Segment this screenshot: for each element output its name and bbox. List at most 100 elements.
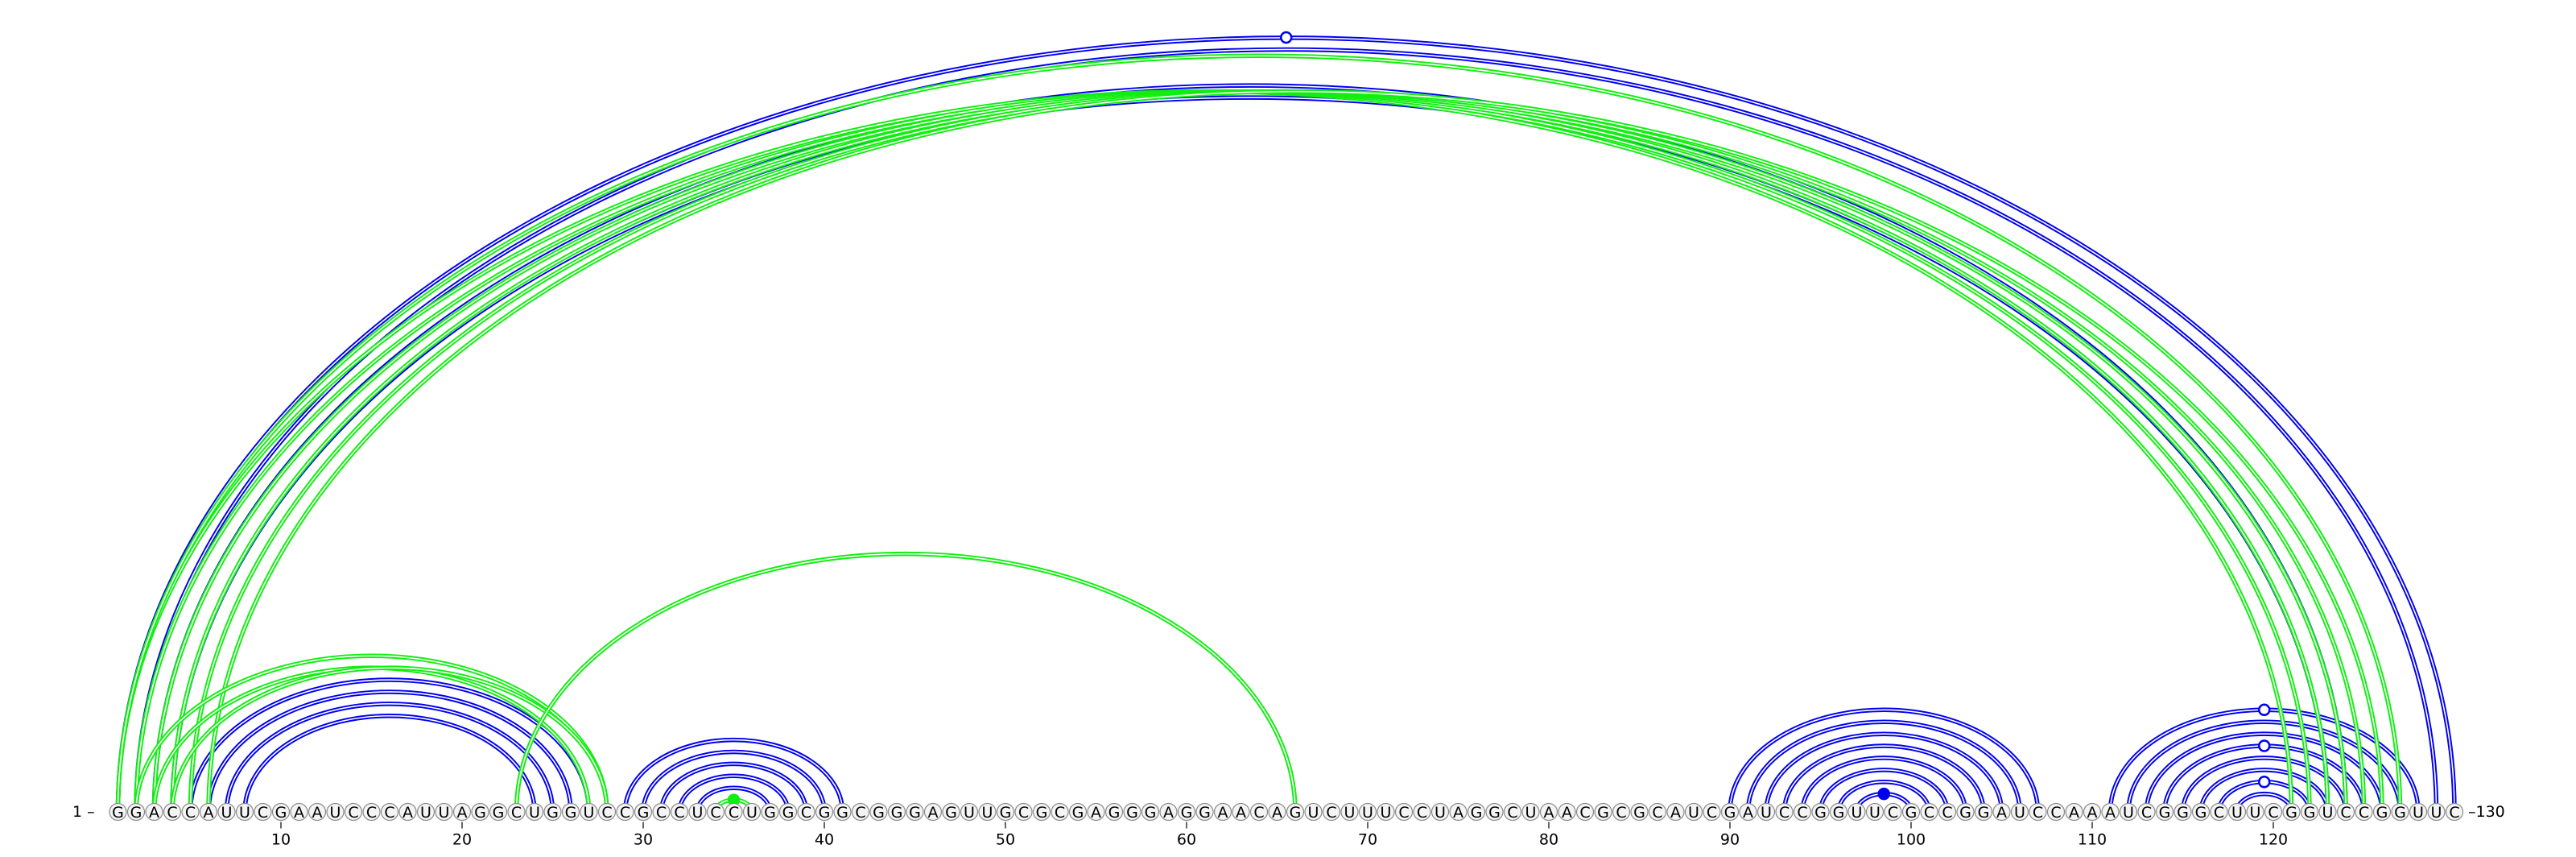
svg-text:C: C	[1942, 804, 1952, 822]
green-arc-1-127	[115, 53, 2403, 814]
nucleotide-76: G	[1467, 802, 1486, 822]
green-arc-23-66	[514, 551, 1298, 814]
nucleotide-95: G	[1811, 802, 1830, 822]
nucleotide-8: U	[235, 802, 254, 822]
blue-arc-6-26	[206, 689, 573, 814]
svg-text:U: U	[1381, 804, 1392, 822]
nucleotide-18: U	[416, 802, 436, 822]
blue-arc-90-107	[1728, 707, 2041, 814]
svg-text:G: G	[2394, 804, 2406, 822]
nucleotide-9: C	[254, 802, 272, 822]
svg-text:A: A	[457, 804, 468, 822]
nucleotide-53: C	[1051, 802, 1069, 822]
green-arc-6-126	[206, 89, 2384, 814]
svg-text:C: C	[674, 804, 684, 822]
svg-text:G: G	[891, 804, 903, 822]
arc-marker-111-128	[2258, 703, 2271, 717]
nucleotide-100: G	[1901, 802, 1921, 822]
nucleotide-88: U	[1684, 802, 1703, 822]
svg-text:G: G	[1471, 804, 1483, 822]
svg-text:C: C	[1707, 804, 1717, 822]
svg-text:A: A	[1218, 804, 1228, 822]
svg-text:A: A	[1272, 804, 1282, 822]
nucleotide-14: C	[344, 802, 363, 822]
svg-text:A: A	[294, 804, 304, 822]
nucleotide-21: G	[471, 802, 489, 822]
blue-arc-113-126	[2144, 731, 2384, 814]
tick-label-110: 110	[2078, 831, 2107, 849]
nucleotide-64: C	[1249, 802, 1269, 822]
svg-text:A: A	[1670, 804, 1681, 822]
blue-arc-7-25	[224, 702, 555, 814]
nucleotide-26: G	[561, 802, 580, 822]
svg-text:G: G	[873, 804, 885, 822]
nucleotide-65: A	[1268, 802, 1286, 822]
nucleotide-1: G	[109, 802, 127, 822]
svg-text:G: G	[2304, 804, 2316, 822]
blue-arc-4-123	[170, 95, 2330, 814]
svg-text:C: C	[2359, 804, 2369, 822]
arc-markers	[727, 31, 2271, 806]
nucleotide-59: A	[1159, 802, 1178, 822]
nucleotide-50: G	[996, 802, 1015, 822]
svg-text:C: C	[1398, 804, 1409, 822]
nucleotide-117: C	[2210, 802, 2228, 822]
nucleotide-115: G	[2174, 802, 2192, 822]
nucleotide-89: C	[1703, 802, 1721, 822]
svg-text:C: C	[2033, 804, 2043, 822]
svg-text:U: U	[2431, 804, 2442, 822]
nucleotide-62: A	[1213, 802, 1232, 822]
tick-label-70: 70	[1358, 831, 1377, 849]
nucleotide-63: A	[1232, 802, 1250, 822]
nucleotide-15: C	[362, 802, 381, 822]
svg-text:G: G	[1199, 804, 1211, 822]
svg-text:G: G	[112, 804, 124, 822]
svg-text:C: C	[1797, 804, 1807, 822]
svg-text:U: U	[1852, 804, 1863, 822]
svg-text:C: C	[1417, 804, 1427, 822]
svg-text:C: C	[855, 804, 865, 822]
nucleotide-103: G	[1956, 802, 1975, 822]
nucleotide-75: A	[1449, 802, 1468, 822]
svg-text:C: C	[348, 804, 358, 822]
svg-text:U: U	[2322, 804, 2334, 822]
blue-arc-32-38	[677, 773, 791, 814]
svg-text:G: G	[1181, 804, 1193, 822]
nucleotide-42: C	[851, 802, 870, 822]
nucleotide-118: U	[2227, 802, 2247, 822]
svg-text:G: G	[1959, 804, 1971, 822]
tick-label-40: 40	[815, 831, 834, 849]
svg-text:U: U	[2123, 804, 2134, 822]
svg-text:G: G	[819, 804, 831, 822]
blue-arc-33-37	[695, 785, 773, 814]
nucleotide-45: G	[906, 802, 924, 822]
nucleotide-24: U	[525, 802, 544, 822]
svg-text:G: G	[275, 804, 287, 822]
svg-text:U: U	[1435, 804, 1446, 822]
svg-text:G: G	[1633, 804, 1645, 822]
svg-text:A: A	[1562, 804, 1572, 822]
blue-arc-96-101	[1836, 780, 1932, 814]
tick-label-80: 80	[1539, 831, 1558, 849]
nucleotide-31: C	[652, 802, 671, 822]
nucleotide-67: U	[1304, 802, 1323, 822]
svg-text:C: C	[1652, 804, 1662, 822]
svg-text:G: G	[1108, 804, 1121, 822]
svg-text:U: U	[584, 804, 595, 822]
nucleotide-104: G	[1974, 802, 1993, 822]
nucleotide-22: G	[489, 802, 508, 822]
svg-text:U: U	[420, 804, 431, 822]
svg-text:G: G	[1597, 804, 1609, 822]
svg-text:A: A	[149, 804, 159, 822]
svg-text:G: G	[1978, 804, 1990, 822]
svg-text:G: G	[909, 804, 921, 822]
tick-label-50: 50	[996, 831, 1015, 849]
svg-text:G: G	[130, 804, 142, 822]
nucleotide-23: C	[507, 802, 526, 822]
nucleotide-97: U	[1847, 802, 1866, 822]
nucleotide-39: C	[797, 802, 815, 822]
svg-text:C: C	[258, 804, 268, 822]
nucleotide-99: C	[1884, 802, 1902, 822]
svg-text:U: U	[1344, 804, 1356, 822]
nucleotide-55: A	[1087, 802, 1105, 822]
